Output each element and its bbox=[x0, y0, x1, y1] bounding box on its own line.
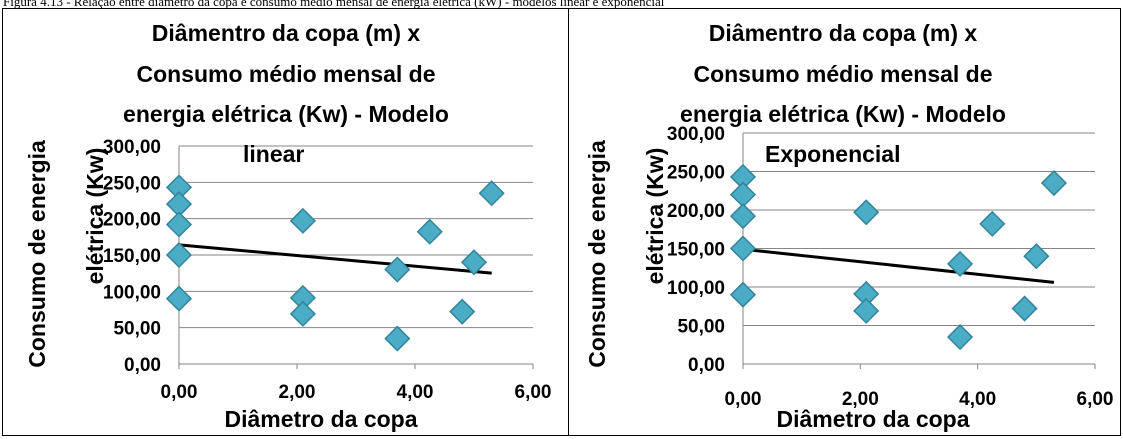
scatter-chart-linear: 0,00 50,00 100,00 150,00 200,00 250,00 300,00 0… bbox=[24, 20, 552, 432]
y-tick-label: 200,00 bbox=[103, 210, 161, 231]
x-tick-label: 4,00 bbox=[397, 382, 434, 403]
trendline bbox=[178, 243, 492, 275]
chart-title-line: energia elétrica (Kw) - Modelo bbox=[123, 101, 449, 127]
data-point bbox=[853, 297, 880, 324]
data-point bbox=[460, 249, 488, 276]
y-tick-label: 150,00 bbox=[667, 240, 725, 261]
data-point bbox=[478, 180, 505, 207]
data-point bbox=[384, 256, 411, 283]
x-tick-label: 6,00 bbox=[515, 382, 552, 403]
chart-title-line: Consumo médio mensal de bbox=[136, 61, 435, 87]
y-axis-label-line: Consumo de energia bbox=[24, 140, 50, 368]
data-point bbox=[416, 218, 443, 245]
x-tick-label: 0,00 bbox=[161, 382, 198, 403]
y-tick-label: 150,00 bbox=[103, 246, 161, 267]
y-tick-label: 250,00 bbox=[667, 163, 725, 184]
y-tick-label: 0,00 bbox=[124, 355, 161, 376]
y-tick-label: 200,00 bbox=[667, 201, 725, 222]
data-point bbox=[729, 203, 757, 230]
figure-caption-text: Figura 4.13 - Relação entre diâmetro da … bbox=[3, 0, 665, 9]
data-point bbox=[729, 181, 757, 208]
y-tick-label: 50,00 bbox=[677, 317, 725, 338]
chart-panel-exponential: 0,00 50,00 100,00 150,00 200,00 250,00 300,00 0… bbox=[568, 8, 1121, 436]
y-tick-label: 0,00 bbox=[688, 355, 725, 376]
y-tick-label: 250,00 bbox=[103, 173, 161, 194]
figure-caption: Figura 4.13 - Relação entre diâmetro da … bbox=[0, 0, 1123, 9]
data-point bbox=[853, 199, 880, 226]
x-tick-label: 2,00 bbox=[279, 382, 316, 403]
y-tick-label: 100,00 bbox=[667, 278, 725, 299]
y-tick-label: 100,00 bbox=[103, 282, 161, 303]
chart-title-line: energia elétrica (Kw) - Modelo bbox=[680, 101, 1006, 127]
x-tick-label: 0,00 bbox=[725, 389, 762, 410]
data-point bbox=[165, 241, 193, 269]
chart-title-line: linear bbox=[243, 141, 304, 167]
y-axis-label-line: Consumo de energia bbox=[584, 140, 610, 368]
chart-title-line: Consumo médio mensal de bbox=[693, 61, 992, 87]
scatter-chart-exponential: 0,00 50,00 100,00 150,00 200,00 250,00 300,00 0… bbox=[584, 20, 1114, 432]
data-point bbox=[449, 298, 476, 325]
data-point bbox=[1023, 243, 1050, 270]
data-point bbox=[289, 207, 316, 234]
x-tick-label: 2,00 bbox=[842, 389, 879, 410]
y-axis-label-line: elétrica (Kw) bbox=[642, 148, 668, 285]
data-point bbox=[947, 250, 974, 277]
data-point bbox=[165, 285, 193, 312]
data-point bbox=[1040, 169, 1067, 197]
data-point bbox=[289, 300, 316, 327]
x-tick-label: 4,00 bbox=[959, 389, 996, 410]
x-axis-label: Diâmetro da copa bbox=[777, 406, 970, 432]
y-tick-label: 300,00 bbox=[103, 137, 161, 158]
trendline bbox=[742, 247, 1055, 284]
chart-panel-linear: 0,00 50,00 100,00 150,00 200,00 250,00 300,00 0… bbox=[2, 8, 569, 436]
y-tick-label: 50,00 bbox=[113, 319, 161, 340]
data-point bbox=[947, 323, 974, 351]
y-axis-label-line: elétrica (Kw) bbox=[82, 148, 108, 285]
x-axis-label: Diâmetro da copa bbox=[225, 406, 418, 432]
data-point bbox=[1011, 295, 1038, 322]
chart-title-line: Diâmentro da copa (m) x bbox=[709, 20, 978, 46]
data-point bbox=[729, 281, 757, 308]
data-point bbox=[384, 325, 411, 352]
y-tick-label: 300,00 bbox=[667, 124, 725, 145]
chart-title-line: Exponencial bbox=[765, 141, 900, 167]
data-point bbox=[729, 235, 757, 262]
x-tick-label: 6,00 bbox=[1077, 389, 1114, 410]
chart-title-line: Diâmentro da copa (m) x bbox=[152, 20, 421, 46]
data-point bbox=[165, 211, 193, 238]
data-point bbox=[979, 210, 1006, 237]
